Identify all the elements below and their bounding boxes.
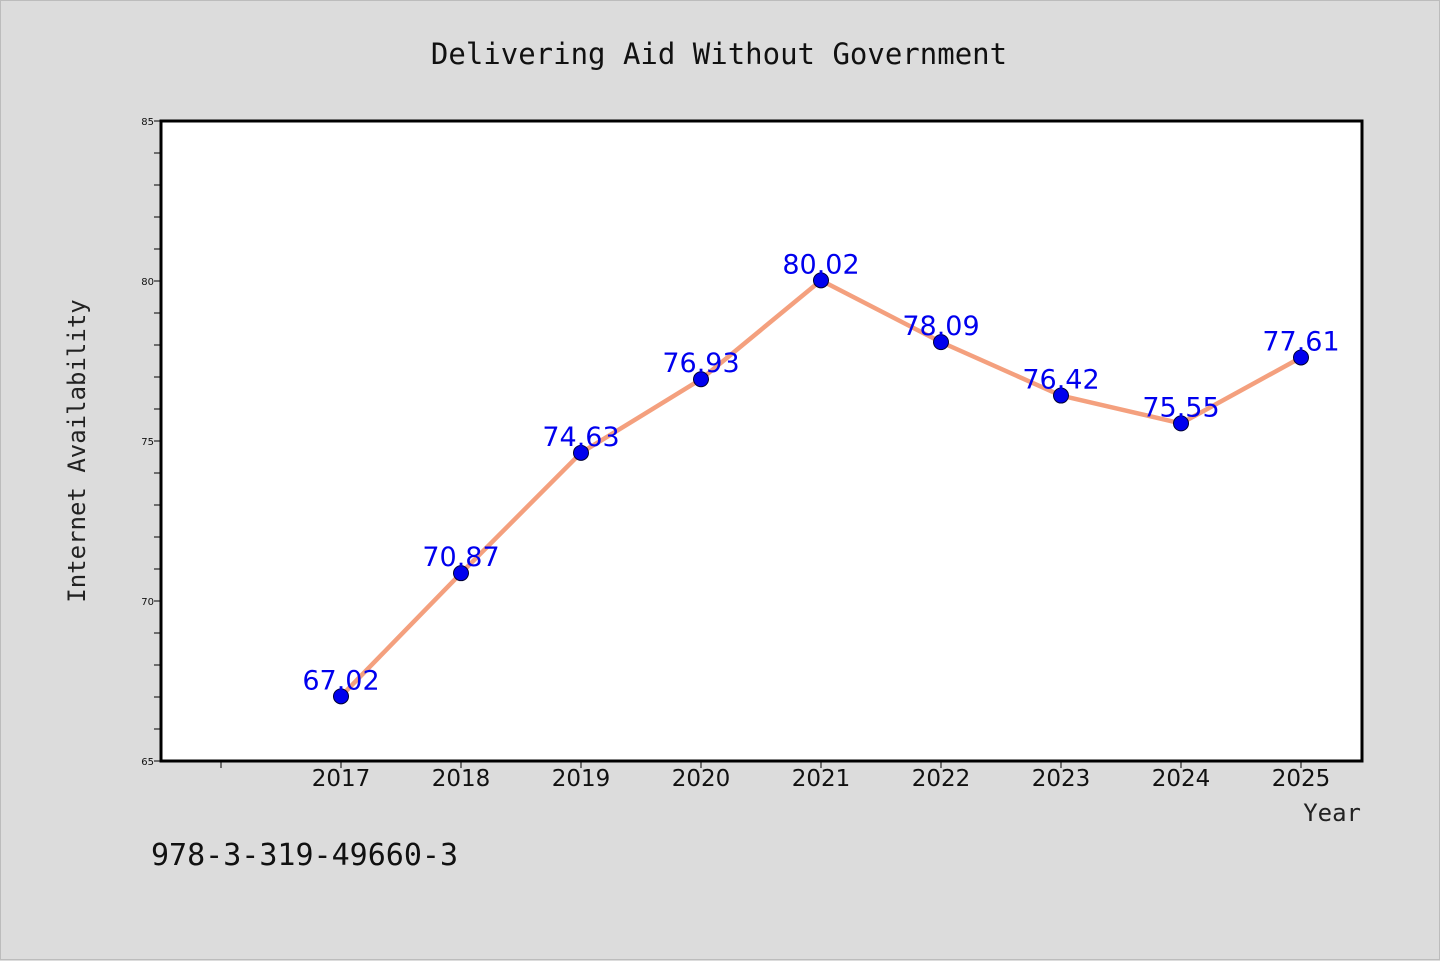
data-label: 70.87 [422,542,499,573]
y-axis: 65 70 75 80 85 [141,117,161,768]
x-tick-label: 2020 [672,766,731,792]
x-tick-label: 2023 [1032,766,1091,792]
data-point [1053,387,1069,404]
data-label: 76.42 [1022,365,1099,396]
data-label: 78.09 [902,311,979,342]
y-tick-label: 65 [141,757,154,768]
data-point [1173,415,1189,432]
x-tick-label: 2022 [912,766,971,792]
data-label: 76.93 [662,348,739,379]
x-tick-label: 2021 [792,766,851,792]
data-point [573,444,589,461]
x-tick-label: 2019 [552,766,611,792]
x-axis-label: Year [1303,799,1361,827]
y-tick-label: 75 [141,437,154,448]
data-point [933,334,949,351]
data-label: 67.02 [302,665,379,696]
x-tick-label: 2018 [432,766,491,792]
y-tick-label: 85 [141,117,154,128]
data-labels: 67.02 70.87 74.63 76.93 80.02 78.09 76.42 75.55… [302,249,1339,696]
y-axis-label: Internet Availability [63,299,91,602]
plot-area [159,119,1364,763]
chart-title: Delivering Aid Without Government [431,37,1007,71]
data-point [453,565,469,582]
y-tick-label: 70 [141,597,154,608]
data-point [333,688,349,705]
x-axis: 2017 2018 2019 2020 2021 2022 2023 2024 2025 [220,761,1331,792]
data-point [813,272,829,289]
x-tick-label: 2017 [312,766,371,792]
data-point [1293,349,1309,366]
data-label: 77.61 [1262,326,1339,357]
data-label: 75.55 [1142,392,1219,423]
y-tick-label: 80 [141,277,154,288]
x-tick-label: 2024 [1152,766,1211,792]
isbn-text: 978-3-319-49660-3 [151,838,458,873]
data-label: 74.63 [542,422,619,453]
x-tick-label: 2025 [1272,766,1331,792]
series-markers [333,272,1309,705]
data-label: 80.02 [782,249,859,280]
data-point [693,371,709,388]
